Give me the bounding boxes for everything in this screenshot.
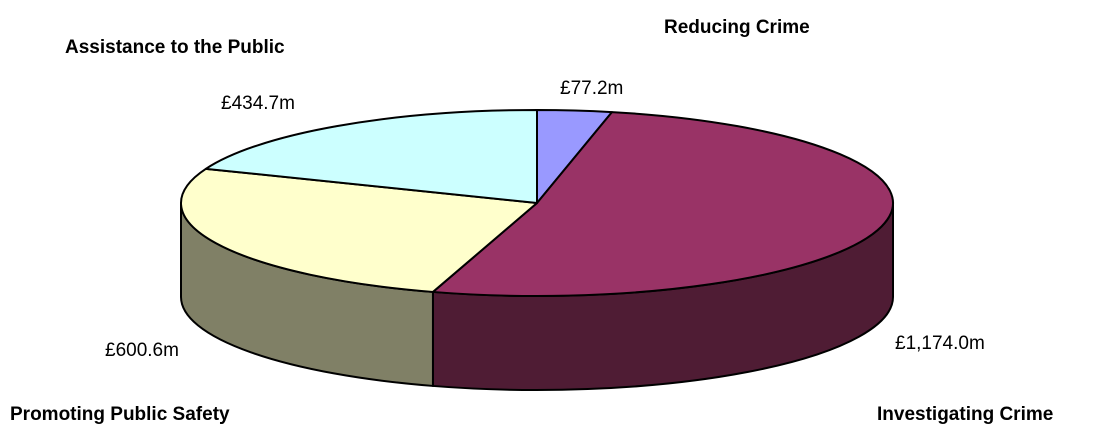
pie-tops — [180, 109, 895, 297]
category-label-assistance-to-the-public: Assistance to the Public — [65, 37, 285, 58]
category-label-investigating-crime: Investigating Crime — [877, 404, 1053, 425]
value-label-reducing-crime: £77.2m — [560, 78, 623, 99]
value-label-assistance-to-the-public: £434.7m — [221, 93, 295, 114]
pie-slice-assistance-to-the-public — [204, 109, 538, 204]
pie-slice-promoting-public-safety — [180, 167, 538, 293]
pie-slice-investigating-crime — [431, 111, 895, 297]
category-label-reducing-crime: Reducing Crime — [664, 17, 810, 38]
value-label-investigating-crime: £1,174.0m — [895, 333, 985, 354]
category-label-promoting-public-safety: Promoting Public Safety — [10, 404, 230, 425]
value-label-promoting-public-safety: £600.6m — [105, 340, 179, 361]
